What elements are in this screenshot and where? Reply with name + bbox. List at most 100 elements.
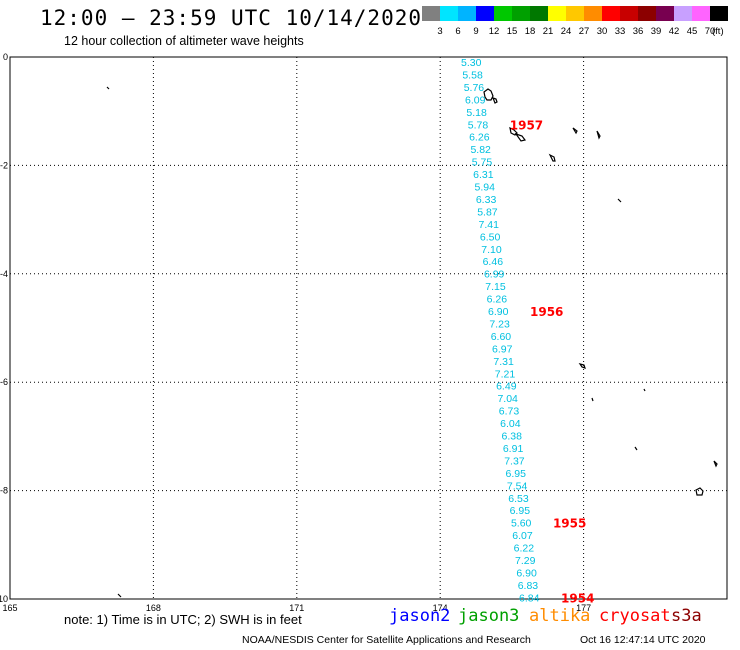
wave-height-label: 5.94	[475, 182, 496, 194]
island-outline	[117, 593, 122, 598]
wave-height-label: 7.15	[485, 281, 506, 293]
legend-swatch	[602, 6, 620, 21]
legend-swatch	[422, 6, 440, 21]
legend-label: 12	[488, 26, 500, 37]
wave-height-label: 5.18	[466, 107, 487, 119]
legend-label: 18	[524, 26, 536, 37]
x-tick-label: 168	[146, 603, 161, 613]
legend-label: 3	[437, 26, 443, 37]
pass-time-label: 1957	[510, 118, 543, 132]
legend-label: 9	[473, 26, 479, 37]
wave-height-label: 5.60	[511, 518, 532, 530]
legend-swatch	[674, 6, 692, 21]
wave-height-label: 5.87	[477, 206, 498, 218]
island-outline	[483, 88, 494, 101]
chart-subtitle: 12 hour collection of altimeter wave hei…	[64, 34, 304, 48]
legend-swatch	[656, 6, 674, 21]
wave-height-label: 7.41	[479, 219, 500, 231]
y-tick-label: -2	[0, 160, 8, 170]
wave-height-label: 6.53	[508, 493, 529, 505]
satellite-altika: altika	[529, 606, 591, 626]
wave-height-label: 7.21	[495, 368, 516, 380]
wave-height-label: 6.38	[502, 431, 523, 443]
pass-time-label: 1954	[561, 591, 594, 605]
wave-height-label: 6.09	[465, 94, 486, 106]
legend-label: 45	[686, 26, 698, 37]
map-frame	[9, 56, 728, 600]
satellite-jason3: jason3	[458, 606, 520, 626]
island-outline	[617, 198, 622, 203]
legend-swatch	[566, 6, 584, 21]
legend-swatch	[584, 6, 602, 21]
wave-height-label: 6.90	[488, 306, 509, 318]
legend-label: 70	[704, 26, 716, 37]
legend-label: 39	[650, 26, 662, 37]
legend-swatch	[530, 6, 548, 21]
generated-timestamp: Oct 16 12:47:14 UTC 2020	[580, 634, 706, 646]
x-tick-label: 177	[576, 603, 591, 613]
wave-height-label: 6.46	[483, 256, 504, 268]
wave-height-label: 6.99	[484, 269, 505, 281]
wave-height-label: 6.73	[499, 406, 520, 418]
y-tick-label: -10	[0, 594, 8, 604]
island-outline	[713, 460, 718, 468]
legend-label: 6	[455, 26, 461, 37]
legend-swatch	[710, 6, 728, 21]
wave-height-label: 7.31	[493, 356, 514, 368]
wave-height-label: 5.78	[468, 119, 489, 131]
wave-height-label: 7.29	[515, 555, 536, 567]
legend-label: 33	[614, 26, 626, 37]
x-tick-label: 171	[289, 603, 304, 613]
wave-height-label: 7.10	[481, 244, 502, 256]
island-outline	[514, 132, 527, 142]
wave-height-label: 6.31	[473, 169, 494, 181]
wave-height-label: 6.95	[510, 505, 531, 517]
legend-label: 24	[560, 26, 572, 37]
wave-height-label: 6.95	[506, 468, 527, 480]
legend-swatch	[458, 6, 476, 21]
legend-unit: (ft)	[712, 26, 724, 37]
y-tick-label: -6	[0, 377, 8, 387]
legend-label: 27	[578, 26, 590, 37]
wave-height-label: 6.49	[496, 381, 517, 393]
legend-label: 42	[668, 26, 680, 37]
island-outline	[106, 86, 110, 90]
wave-height-label: 6.07	[512, 530, 533, 542]
x-tick-label: 165	[2, 603, 17, 613]
legend-swatch	[638, 6, 656, 21]
wave-height-label: 5.58	[462, 69, 483, 81]
legend-swatch	[512, 6, 530, 21]
wave-height-label: 6.33	[476, 194, 497, 206]
wave-height-label: 6.50	[480, 231, 501, 243]
wave-height-label: 6.97	[492, 343, 513, 355]
wave-height-label: 6.26	[487, 294, 508, 306]
satellite-jason2: jason2	[389, 606, 451, 626]
legend-swatch	[494, 6, 512, 21]
wave-height-label: 6.26	[469, 132, 490, 144]
y-tick-label: -8	[0, 486, 8, 496]
pass-time-label: 1955	[553, 517, 586, 531]
island-outline	[548, 153, 556, 162]
chart-title: 12:00 – 23:59 UTC 10/14/2020	[40, 6, 423, 30]
legend-swatch	[476, 6, 494, 21]
wave-height-label: 5.82	[470, 144, 491, 156]
island-outline	[695, 487, 704, 496]
wave-height-label: 7.04	[497, 393, 518, 405]
wave-height-label: 7.54	[507, 480, 528, 492]
island-outline	[591, 397, 594, 402]
wave-height-label: 5.30	[461, 57, 482, 69]
x-tick-label: 174	[433, 603, 448, 613]
island-outline	[491, 97, 498, 104]
island-outline	[643, 388, 646, 392]
wave-height-label: 5.75	[472, 157, 493, 169]
wave-height-label: 7.23	[489, 318, 510, 330]
legend-swatch	[440, 6, 458, 21]
wave-height-label: 6.22	[514, 543, 535, 555]
wave-height-label: 6.84	[519, 592, 540, 604]
wave-height-label: 5.76	[464, 82, 485, 94]
legend-label: 21	[542, 26, 554, 37]
island-outline	[596, 130, 601, 140]
credit-line: NOAA/NESDIS Center for Satellite Applica…	[242, 634, 531, 646]
island-outline	[572, 127, 578, 135]
footer-note: note: 1) Time is in UTC; 2) SWH is in fe…	[64, 612, 302, 627]
